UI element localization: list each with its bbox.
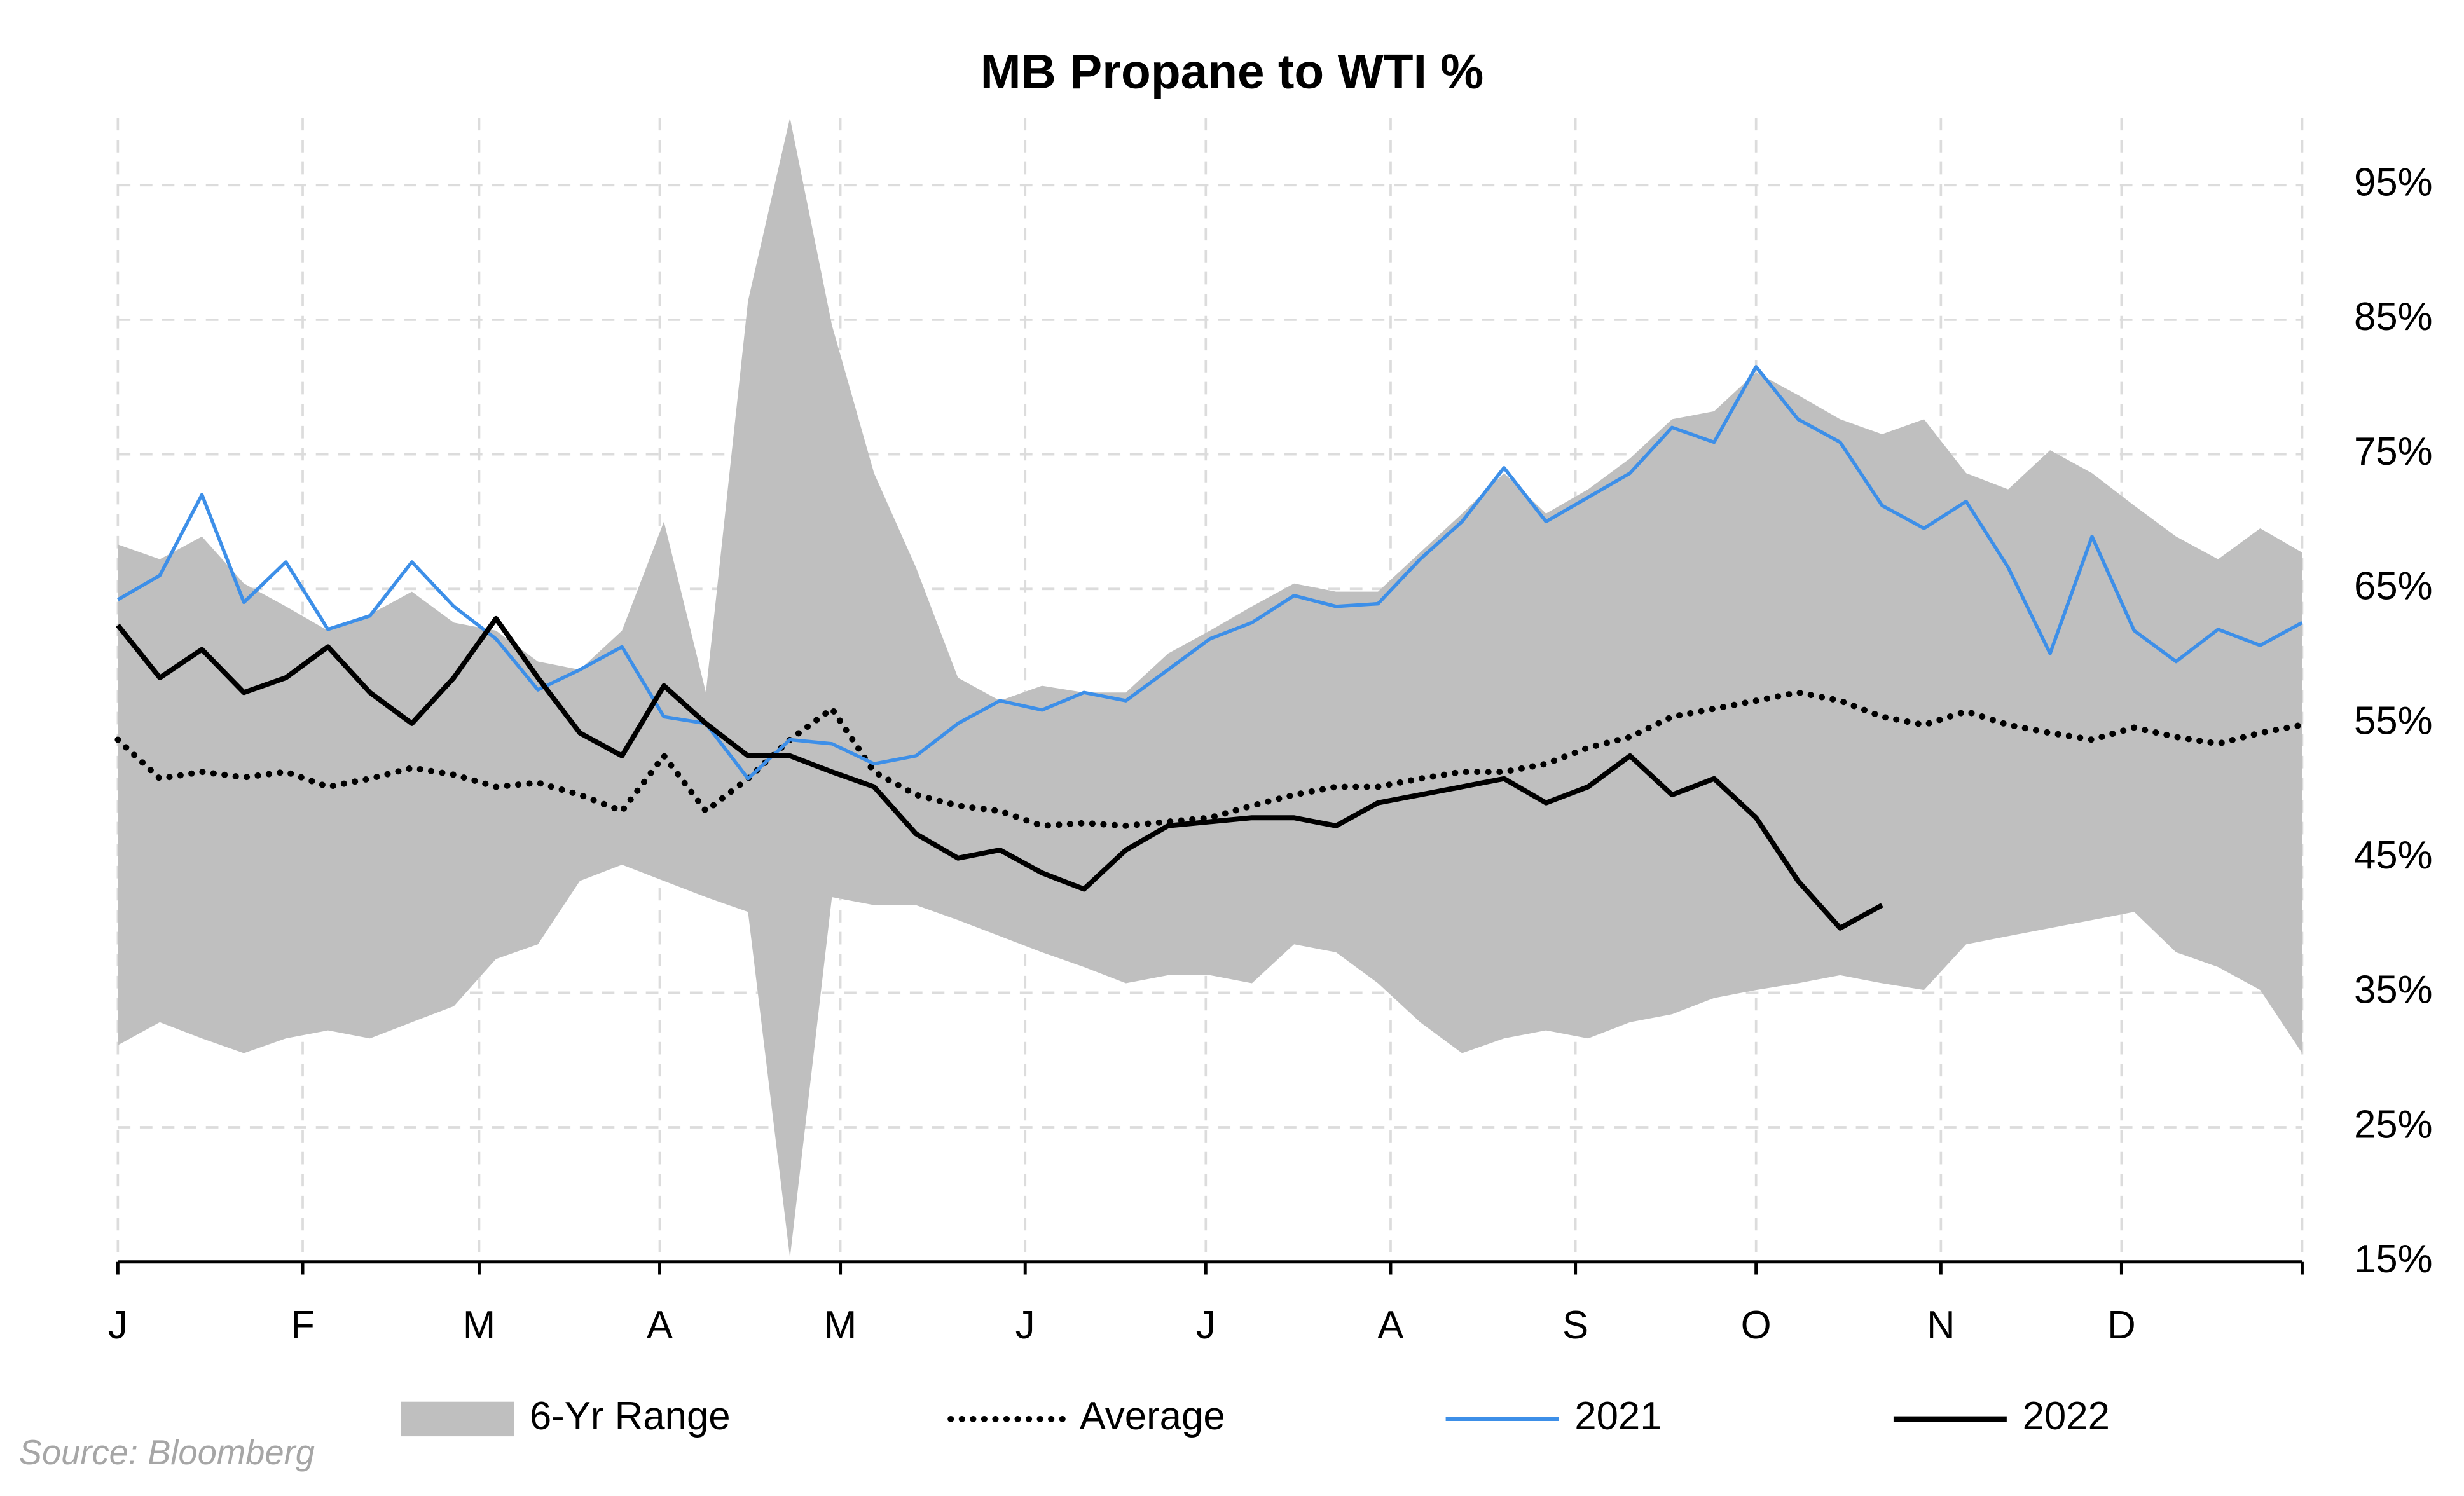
x-tick-label: J — [108, 1303, 128, 1347]
x-tick-label: F — [291, 1303, 315, 1347]
x-tick-label: D — [2107, 1303, 2136, 1347]
series-line — [116, 365, 2303, 781]
y-tick-label: 55% — [2354, 699, 2433, 743]
y-tick-label: 85% — [2354, 295, 2433, 339]
legend-label: 2021 — [1574, 1394, 1662, 1438]
legend-label: Average — [1080, 1394, 1225, 1438]
x-tick-label: N — [1927, 1303, 1955, 1347]
x-tick-label: J — [1196, 1303, 1216, 1347]
y-tick-label: 15% — [2354, 1237, 2433, 1281]
y-tick-label: 35% — [2354, 968, 2433, 1012]
y-tick-label: 25% — [2354, 1102, 2433, 1146]
x-tick-label: M — [463, 1303, 495, 1347]
legend-label: 2022 — [2023, 1394, 2110, 1438]
x-tick-label: M — [824, 1303, 857, 1347]
legend-swatch — [401, 1401, 514, 1437]
chart-title: MB Propane to WTI % — [981, 45, 1484, 99]
legend-label: 6-Yr Range — [530, 1394, 731, 1438]
y-tick-label: 65% — [2354, 565, 2433, 608]
y-tick-label: 75% — [2354, 430, 2433, 474]
x-tick-label: A — [647, 1303, 673, 1347]
average-line — [114, 689, 2306, 829]
x-tick-label: S — [1562, 1303, 1588, 1347]
source-note: Source: Bloomberg — [19, 1433, 315, 1472]
x-tick-label: A — [1377, 1303, 1404, 1347]
series-line — [116, 615, 1883, 931]
x-tick-label: J — [1015, 1303, 1035, 1347]
y-tick-label: 45% — [2354, 834, 2433, 877]
range-band — [118, 118, 2302, 1258]
x-tick-label: O — [1741, 1303, 1772, 1347]
y-tick-label: 95% — [2354, 161, 2433, 205]
